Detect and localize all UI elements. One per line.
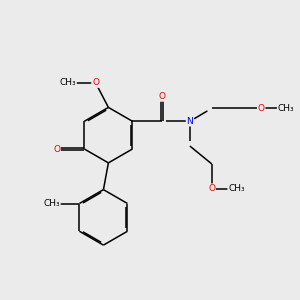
Text: N: N bbox=[187, 117, 193, 126]
Text: CH₃: CH₃ bbox=[278, 104, 294, 113]
Text: O: O bbox=[92, 78, 99, 87]
Text: CH₃: CH₃ bbox=[44, 199, 60, 208]
Text: O: O bbox=[53, 145, 60, 154]
Text: CH₃: CH₃ bbox=[59, 78, 76, 87]
Text: CH₃: CH₃ bbox=[228, 184, 245, 193]
Text: O: O bbox=[159, 92, 166, 101]
Text: O: O bbox=[208, 184, 215, 193]
Text: O: O bbox=[258, 104, 265, 113]
